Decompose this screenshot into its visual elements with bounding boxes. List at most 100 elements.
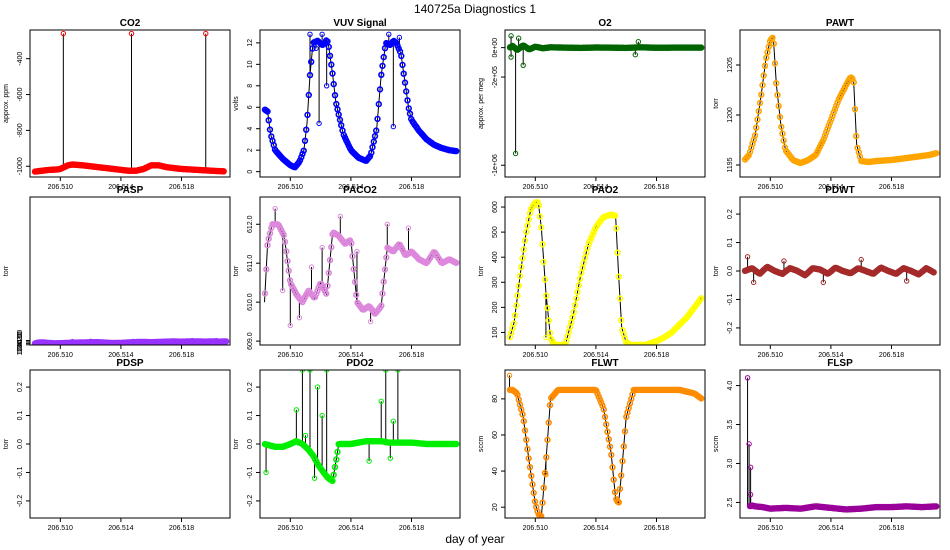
data-point-pasp [189, 337, 195, 344]
data-point-vuv-signal [316, 120, 322, 127]
data-point-pasp [46, 340, 53, 345]
data-point-vuv-signal [299, 150, 306, 158]
data-point-pdo2 [378, 398, 384, 405]
y-axis-label-o2: approx. per meg [478, 78, 485, 129]
data-point-flwt [540, 484, 547, 491]
panel-title-pdsp: PDSP [116, 358, 144, 369]
data-point-pawt [826, 119, 834, 126]
data-point-pao2 [517, 263, 525, 271]
data-point-vuv-signal [396, 34, 403, 41]
data-point-paco2 [314, 287, 321, 294]
data-point-paco2 [349, 253, 356, 260]
data-point-pao2 [535, 202, 542, 209]
data-point-pdo2 [330, 471, 337, 478]
data-point-paco2 [353, 291, 360, 298]
panel-flwt: FLWT sccm 206.510 206.514 206.518 20 40 60 80 [478, 358, 706, 532]
y-tick-label-pao2: 300 [492, 276, 499, 288]
y-axis-label-pdsp: torr [3, 438, 10, 449]
data-point-vuv-signal [306, 71, 314, 79]
data-point-pao2 [534, 199, 541, 206]
data-point-pao2 [545, 317, 552, 324]
data-point-flwt [619, 457, 626, 465]
x-tick-label-pawt: 206.510 [758, 184, 783, 191]
data-point-flsp [746, 441, 752, 447]
figure-title: 140725a Diagnostics 1 [414, 2, 536, 16]
data-point-pao2 [543, 334, 549, 341]
panel-pdwt: PDWT torr 206.510 206.514 206.518 -0.2 -0.1 0.0… [713, 185, 941, 359]
data-point-pawt [778, 123, 785, 131]
data-point-flsp [932, 503, 940, 510]
y-axis-label-pdwt: torr [713, 265, 720, 276]
panel-pasp: PASP torr 206.510 206.514 206.518 1240.01241.… [3, 185, 231, 359]
data-point-flwt [519, 411, 526, 418]
data-point-paco2 [379, 290, 386, 297]
x-tick-label-pao2: 206.518 [644, 352, 669, 359]
data-point-pao2 [514, 292, 521, 299]
data-point-pao2 [574, 288, 581, 296]
y-tick-label-o2: 0e+00 [492, 38, 499, 58]
x-tick-label-flsp: 206.514 [818, 525, 843, 532]
data-point-pdo2 [263, 469, 269, 476]
y-tick-label-co2: -600 [17, 87, 24, 101]
x-tick-label-flwt: 206.518 [644, 525, 669, 532]
y-tick-label-vuv-signal: 12 [247, 39, 254, 47]
series-line-paco2 [264, 223, 458, 315]
data-point-pawt [832, 102, 840, 110]
data-point-paco2 [319, 244, 325, 251]
data-point-pawt [821, 132, 829, 139]
data-point-pao2 [536, 213, 544, 220]
data-point-pao2 [616, 295, 624, 302]
data-layer-o2 [506, 33, 705, 157]
y-tick-label-co2: -800 [17, 123, 24, 137]
y-tick-label-flwt: 20 [492, 503, 499, 511]
y-tick-label-pdsp: -0.2 [17, 495, 24, 507]
data-point-vuv-signal [390, 123, 397, 130]
y-tick-label-paco2: 611.0 [247, 255, 254, 272]
data-point-pawt [822, 129, 830, 136]
data-point-flwt [531, 498, 539, 505]
data-point-paco2 [351, 278, 359, 286]
data-point-vuv-signal [371, 132, 379, 140]
y-tick-label-pdwt: -0.1 [727, 293, 734, 305]
data-point-flwt [538, 512, 545, 518]
y-tick-label-flsp: 3.5 [727, 420, 734, 430]
data-point-pao2 [575, 282, 582, 289]
y-tick-label-pdsp: -0.1 [17, 466, 24, 478]
data-layer-vuv-signal [261, 31, 460, 171]
y-axis-label-paco2: torr [233, 265, 240, 276]
data-point-pawt [852, 132, 860, 140]
data-point-pasp [69, 338, 76, 345]
data-point-co2 [128, 30, 135, 37]
x-tick-label-co2: 206.514 [108, 184, 133, 191]
x-tick-label-pdo2: 206.510 [278, 525, 303, 532]
panel-o2: O2 approx. per meg 206.510 206.514 206.518 0e… [478, 18, 706, 191]
data-point-paco2 [405, 225, 412, 231]
y-tick-label-pdo2: -0.2 [247, 495, 254, 507]
data-point-pawt [779, 130, 786, 137]
data-point-pdwt [781, 258, 787, 264]
data-point-flwt [530, 489, 537, 497]
y-tick-label-flsp: 2.5 [727, 497, 734, 507]
data-point-pawt [771, 60, 779, 67]
data-point-flwt [697, 395, 705, 402]
x-tick-label-flwt: 206.514 [583, 525, 608, 532]
data-point-o2 [515, 35, 522, 41]
data-point-vuv-signal [309, 45, 316, 52]
data-point-pawt [764, 49, 771, 56]
panel-title-pao2: PAO2 [592, 185, 619, 196]
panel-title-pasp: PASP [117, 185, 144, 196]
data-point-pao2 [540, 258, 547, 266]
data-point-flwt [600, 406, 607, 413]
data-point-vuv-signal [308, 58, 315, 65]
data-point-o2 [697, 44, 705, 51]
data-point-pdo2 [299, 370, 306, 373]
data-point-vuv-signal [301, 137, 309, 145]
data-point-pdo2 [366, 458, 372, 464]
data-point-pdo2 [329, 477, 336, 485]
plot-frame-flwt [504, 369, 706, 519]
data-point-flwt [616, 485, 624, 493]
data-point-vuv-signal [307, 31, 313, 37]
data-point-flwt [546, 402, 554, 409]
data-point-vuv-signal [266, 126, 274, 133]
data-layer-pasp [31, 337, 230, 345]
